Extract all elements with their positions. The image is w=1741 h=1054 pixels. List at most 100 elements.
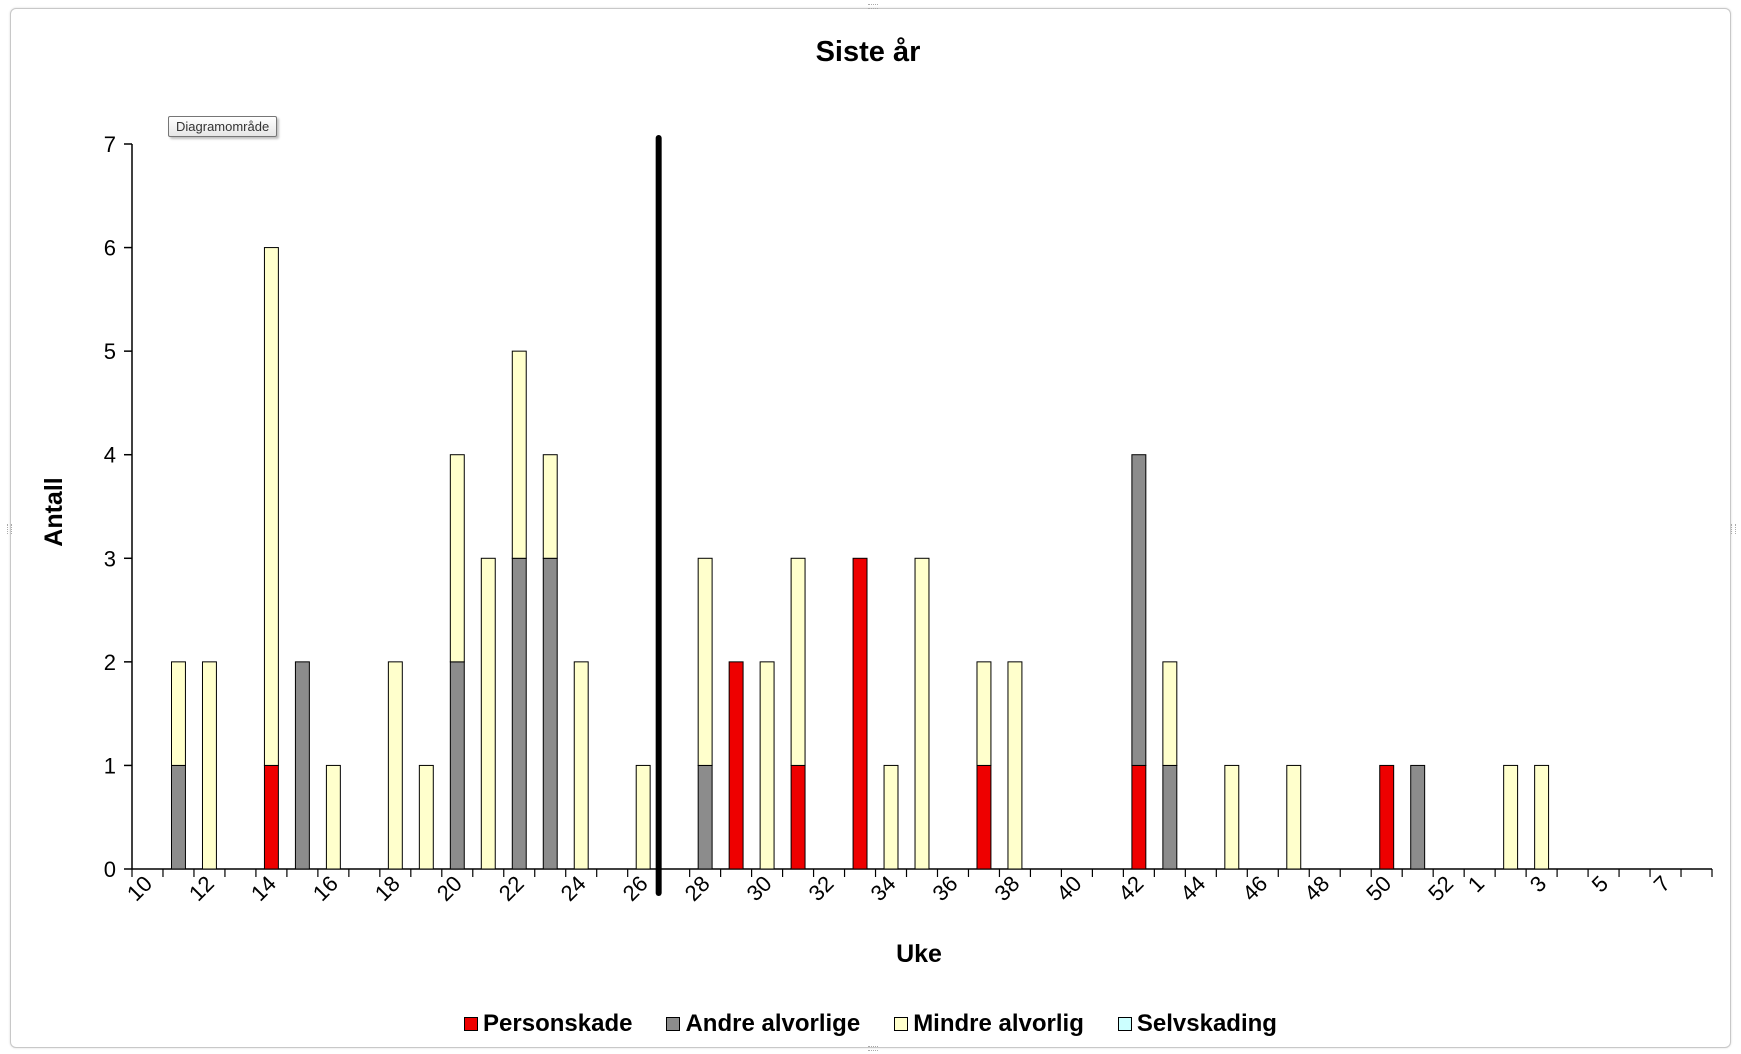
bar-segment-mindre-week-23[interactable] xyxy=(542,454,558,559)
x-tick-label: 5 xyxy=(1587,871,1613,897)
legend-label-selvskading: Selvskading xyxy=(1136,1010,1277,1037)
bar-segment-mindre-week-35[interactable] xyxy=(914,557,930,870)
bar-segment-andre-week-22[interactable] xyxy=(511,557,527,870)
y-tick-label: 6 xyxy=(104,236,116,261)
x-tick-label: 7 xyxy=(1649,871,1675,897)
x-tick-label: 52 xyxy=(1423,871,1458,906)
legend-swatch-mindre-alvorlig xyxy=(894,1017,909,1031)
bar-segment-andre-week-43[interactable] xyxy=(1162,764,1178,870)
bar-segment-mindre-week-11[interactable] xyxy=(171,661,186,766)
bar-segment-mindre-week-34[interactable] xyxy=(883,764,899,870)
legend-item-personskade[interactable]: Personskade xyxy=(464,1010,632,1038)
x-tick-label: 22 xyxy=(494,871,529,906)
bar-segment-mindre-week-30[interactable] xyxy=(759,661,775,870)
legend-label-andre-alvorlige: Andre alvorlige xyxy=(685,1010,861,1037)
bar-segment-mindre-week-45[interactable] xyxy=(1224,764,1240,870)
resize-handle-top[interactable] xyxy=(868,4,878,9)
x-tick-label: 24 xyxy=(556,871,591,906)
legend-label-mindre-alvorlig: Mindre alvorlig xyxy=(913,1010,1084,1037)
y-tick-label: 7 xyxy=(104,132,116,157)
bar-segment-mindre-week-22[interactable] xyxy=(511,350,527,559)
bar-segment-andre-week-42[interactable] xyxy=(1131,454,1147,766)
bar-segment-mindre-week-20[interactable] xyxy=(449,454,465,663)
bar-segment-mindre-week-12[interactable] xyxy=(201,661,217,870)
x-tick-label: 42 xyxy=(1113,871,1148,906)
legend-swatch-selvskading xyxy=(1117,1017,1132,1031)
bar-segment-personskade-week-14[interactable] xyxy=(263,764,279,870)
x-tick-label: 20 xyxy=(432,871,467,906)
x-tick-label: 16 xyxy=(308,871,343,906)
bar-segment-andre-week-15[interactable] xyxy=(294,661,310,870)
bar-segment-personskade-week-50[interactable] xyxy=(1379,764,1395,870)
bar-segment-andre-week-28[interactable] xyxy=(697,764,713,870)
legend-item-selvskading[interactable]: Selvskading xyxy=(1117,1010,1277,1038)
bar-segment-mindre-week-21[interactable] xyxy=(480,557,496,870)
bar-segment-mindre-week-47[interactable] xyxy=(1286,764,1302,870)
x-tick-label: 32 xyxy=(804,871,839,906)
x-tick-label: 26 xyxy=(618,871,653,906)
x-axis-title: Uke xyxy=(896,940,942,968)
legend-swatch-personskade xyxy=(464,1017,479,1031)
y-tick-label: 4 xyxy=(104,443,116,468)
bar-segment-andre-week-11[interactable] xyxy=(171,764,186,870)
bar-layer xyxy=(171,247,1550,870)
x-tick-label: 30 xyxy=(742,871,777,906)
x-tick-label: 36 xyxy=(928,871,963,906)
bar-segment-andre-week-20[interactable] xyxy=(449,661,465,870)
x-tick-label: 3 xyxy=(1525,871,1551,897)
chart-window-frame xyxy=(10,8,1731,1048)
y-tick-label: 3 xyxy=(104,546,116,571)
bar-segment-personskade-week-37[interactable] xyxy=(976,764,992,870)
x-tick-label: 40 xyxy=(1051,871,1086,906)
x-tick-label: 46 xyxy=(1237,871,1272,906)
bar-segment-personskade-week-42[interactable] xyxy=(1131,764,1147,870)
bar-segment-mindre-week-19[interactable] xyxy=(418,764,434,870)
bar-segment-mindre-week-26[interactable] xyxy=(635,764,651,870)
resize-handle-right[interactable] xyxy=(1731,524,1736,534)
bar-segment-mindre-week-24[interactable] xyxy=(573,661,589,870)
x-tick-label: 14 xyxy=(246,871,281,906)
x-tick-label: 18 xyxy=(370,871,405,906)
legend-swatch-andre-alvorlige xyxy=(666,1017,681,1031)
x-tick-label: 48 xyxy=(1299,871,1334,906)
y-tick-label: 5 xyxy=(104,339,116,364)
bar-segment-mindre-week-18[interactable] xyxy=(387,661,403,870)
x-axis: 10 12 14 16 18 20 22 24 26 28 30 32 34 36 38 40 42 44 46 48… xyxy=(122,868,1713,906)
bar-segment-mindre-week-2[interactable] xyxy=(1503,764,1519,870)
x-tick-label: 44 xyxy=(1175,871,1210,906)
bar-segment-mindre-week-16[interactable] xyxy=(325,764,341,870)
bar-segment-personskade-week-33[interactable] xyxy=(852,557,868,870)
x-tick-label: 12 xyxy=(184,871,219,906)
x-tick-label: 1 xyxy=(1463,871,1489,897)
y-tick-label: 1 xyxy=(104,753,116,778)
chart-area-tooltip: Diagramområde xyxy=(168,116,278,137)
bar-segment-personskade-week-29[interactable] xyxy=(728,661,744,870)
y-axis: 0 1 2 3 4 5 6 7 xyxy=(104,132,133,882)
chart-title: Siste år xyxy=(816,36,921,68)
legend-item-andre-alvorlige[interactable]: Andre alvorlige xyxy=(666,1010,860,1038)
y-tick-label: 2 xyxy=(104,650,116,675)
bar-segment-mindre-week-28[interactable] xyxy=(697,557,713,766)
bar-segment-mindre-week-31[interactable] xyxy=(790,557,806,766)
y-tick-label: 0 xyxy=(104,857,116,882)
resize-handle-bottom[interactable] xyxy=(868,1046,878,1051)
x-tick-label: 50 xyxy=(1361,871,1396,906)
legend-label-personskade: Personskade xyxy=(483,1010,633,1037)
x-tick-label: 34 xyxy=(866,871,901,906)
x-tick-label: 10 xyxy=(122,871,157,906)
bar-segment-mindre-week-38[interactable] xyxy=(1007,661,1023,870)
resize-handle-left[interactable] xyxy=(7,524,12,534)
x-tick-label: 28 xyxy=(680,871,715,906)
x-tick-label: 38 xyxy=(989,871,1024,906)
bar-segment-personskade-week-31[interactable] xyxy=(790,764,806,870)
chart-legend[interactable]: Personskade Andre alvorlige Mindre alvor… xyxy=(0,1010,1741,1038)
bar-segment-andre-week-51[interactable] xyxy=(1410,764,1426,870)
bar-segment-mindre-week-14[interactable] xyxy=(263,247,279,766)
bar-segment-andre-week-23[interactable] xyxy=(542,557,558,870)
bar-segment-mindre-week-3[interactable] xyxy=(1534,764,1550,870)
bar-segment-mindre-week-37[interactable] xyxy=(976,661,992,766)
legend-item-mindre-alvorlig[interactable]: Mindre alvorlig xyxy=(894,1010,1084,1038)
bar-segment-mindre-week-43[interactable] xyxy=(1162,661,1178,766)
y-axis-title: Antall xyxy=(40,477,68,546)
